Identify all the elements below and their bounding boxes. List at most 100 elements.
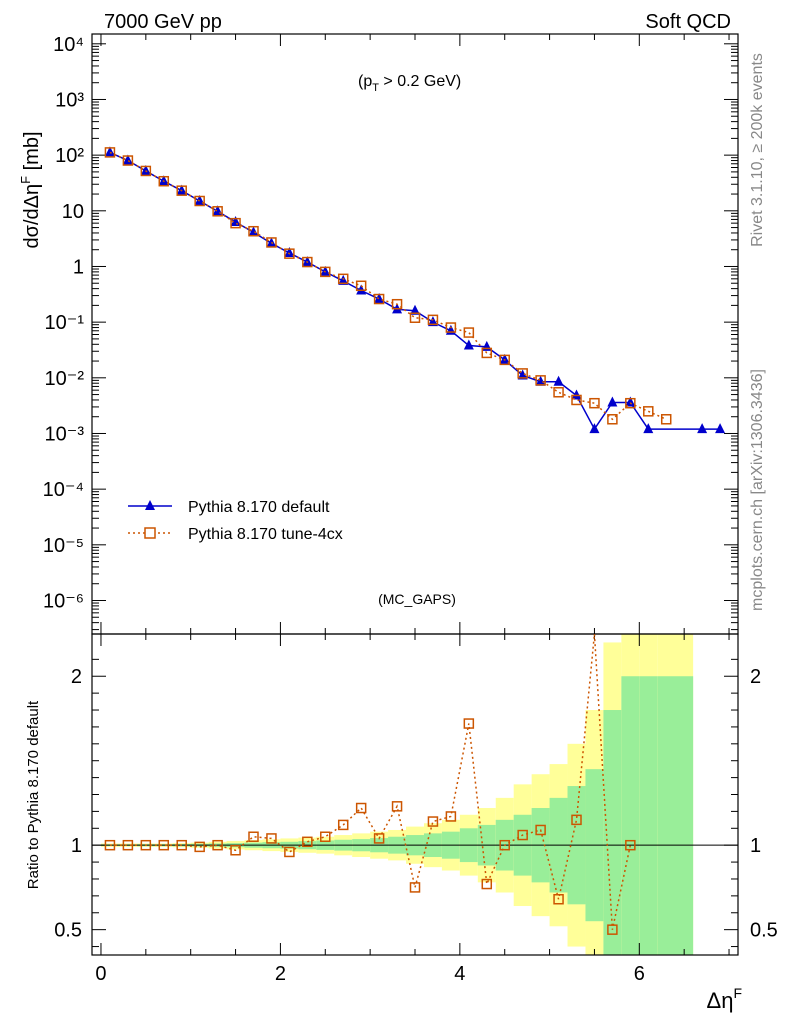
default-series-marker	[517, 369, 528, 380]
ratio-y-tick-label-right: 0.5	[750, 920, 778, 942]
upper-panel-series	[104, 146, 726, 434]
ratio-series-marker	[391, 801, 403, 812]
default-series-marker	[410, 304, 420, 315]
ratio-series-marker	[625, 839, 636, 851]
legend-square-marker	[144, 527, 156, 539]
default-series-marker	[176, 184, 187, 195]
x-tick-label: 4	[454, 963, 465, 985]
ratio-series-marker	[158, 839, 170, 851]
y-tick-label: 10⁻¹	[45, 312, 85, 334]
ratio-series-marker	[176, 839, 187, 851]
ratio-series-marker	[302, 836, 313, 848]
tune-series-marker	[553, 387, 564, 398]
tune-series-marker	[643, 406, 654, 417]
ratio-series-marker	[140, 839, 152, 851]
default-series-marker	[697, 423, 708, 434]
mcplots-label: mcplots.cern.ch [arXiv:1306.3436]	[749, 369, 766, 611]
y-tick-label: 10⁻³	[45, 423, 85, 445]
tune-series-marker	[517, 368, 528, 379]
ratio-series-marker	[481, 878, 493, 890]
tune-series-marker	[571, 394, 582, 406]
ratio-y-tick-label: 2	[71, 666, 82, 688]
ratio-y-tick-label-right: 1	[750, 835, 761, 857]
tune-series-marker	[391, 298, 403, 310]
ratio-series-marker	[266, 833, 277, 844]
ratio-y-tick-label-right: 2	[750, 666, 761, 688]
default-series-marker	[122, 154, 133, 165]
green-band	[639, 676, 658, 955]
tune-series-line	[109, 151, 667, 421]
tune-series-marker	[427, 314, 439, 326]
tune-series-marker	[122, 155, 134, 166]
default-series-marker	[302, 256, 313, 267]
default-series-marker	[535, 375, 546, 386]
default-series-marker	[338, 274, 349, 285]
ratio-series-marker	[445, 811, 457, 822]
tune-series-marker	[212, 206, 223, 217]
y-tick-label: 10²	[55, 145, 84, 167]
tune-series-marker	[409, 312, 421, 323]
default-series-marker	[625, 396, 636, 407]
ratio-series-marker	[122, 839, 134, 851]
ratio-series-marker	[571, 814, 582, 826]
tune-series-marker	[445, 322, 457, 333]
x-axis-label: ΔηF	[707, 985, 743, 1013]
tune-series-marker	[373, 293, 385, 305]
default-series-marker	[158, 175, 169, 186]
green-band	[657, 676, 694, 955]
default-series-marker	[140, 164, 151, 175]
default-series-marker	[104, 146, 115, 157]
y-tick-label: 1	[73, 256, 84, 278]
tune-series-marker	[104, 147, 116, 158]
ratio-series-line	[109, 633, 632, 930]
tune-series-marker	[355, 280, 367, 292]
green-band	[603, 710, 622, 955]
cut-annotation: (pT > 0.2 GeV)	[358, 73, 461, 94]
upper-plot-frame	[91, 33, 739, 635]
ratio-series-marker	[104, 839, 116, 851]
ratio-series-marker	[320, 831, 331, 842]
ratio-series-marker	[535, 824, 546, 836]
tune-series-marker	[266, 237, 277, 248]
ratio-series-marker	[517, 829, 528, 841]
ratio-series-marker	[337, 819, 349, 831]
ratio-series-marker	[248, 831, 259, 842]
x-tick-label: 2	[275, 963, 286, 985]
y-tick-label: 10	[62, 201, 84, 223]
tune-series-marker	[535, 375, 546, 386]
green-band	[621, 676, 640, 955]
default-series-marker	[284, 246, 295, 257]
tune-series-marker	[176, 185, 187, 196]
tune-series-marker	[607, 414, 618, 425]
default-series-marker	[463, 339, 474, 350]
ratio-series-marker	[409, 882, 421, 893]
rivet-label: Rivet 3.1.10, ≥ 200k events	[749, 53, 766, 247]
axis-ticks: 0 2 4 6 10⁻⁶ 10⁻⁵ 10⁻⁴ 10⁻³ 10⁻² 10⁻¹ 1 10 10² 10³ 10⁴…	[43, 34, 778, 985]
tune-series-marker	[248, 225, 259, 237]
legend-label-default: Pythia 8.170 default	[188, 499, 330, 516]
x-tick-label: 0	[95, 963, 106, 985]
default-series-marker	[320, 265, 331, 276]
tune-series-marker	[481, 347, 493, 359]
tune-series-marker	[589, 397, 600, 409]
legend-triangle-marker	[145, 500, 155, 510]
ratio-y-tick-label: 1	[71, 835, 82, 857]
default-series-marker	[715, 423, 726, 434]
header-right: Soft QCD	[645, 11, 731, 33]
default-series-marker	[248, 226, 259, 237]
legend-entry-default: Pythia 8.170 default	[128, 499, 330, 516]
tune-series-marker	[337, 273, 349, 285]
default-series-marker	[356, 284, 367, 295]
watermark: (MC_GAPS)	[378, 591, 456, 607]
y-tick-label: 10⁴	[53, 34, 84, 56]
tune-series-marker	[194, 195, 205, 207]
ratio-y-tick-label: 0.5	[54, 920, 82, 942]
tune-series-marker	[499, 354, 510, 366]
ratio-series-marker	[427, 816, 439, 827]
ratio-series-marker	[607, 924, 618, 935]
default-series-marker	[643, 423, 654, 434]
ratio-series-marker	[230, 845, 241, 856]
header-left: 7000 GeV pp	[104, 11, 222, 33]
ratio-series-marker	[373, 833, 385, 844]
